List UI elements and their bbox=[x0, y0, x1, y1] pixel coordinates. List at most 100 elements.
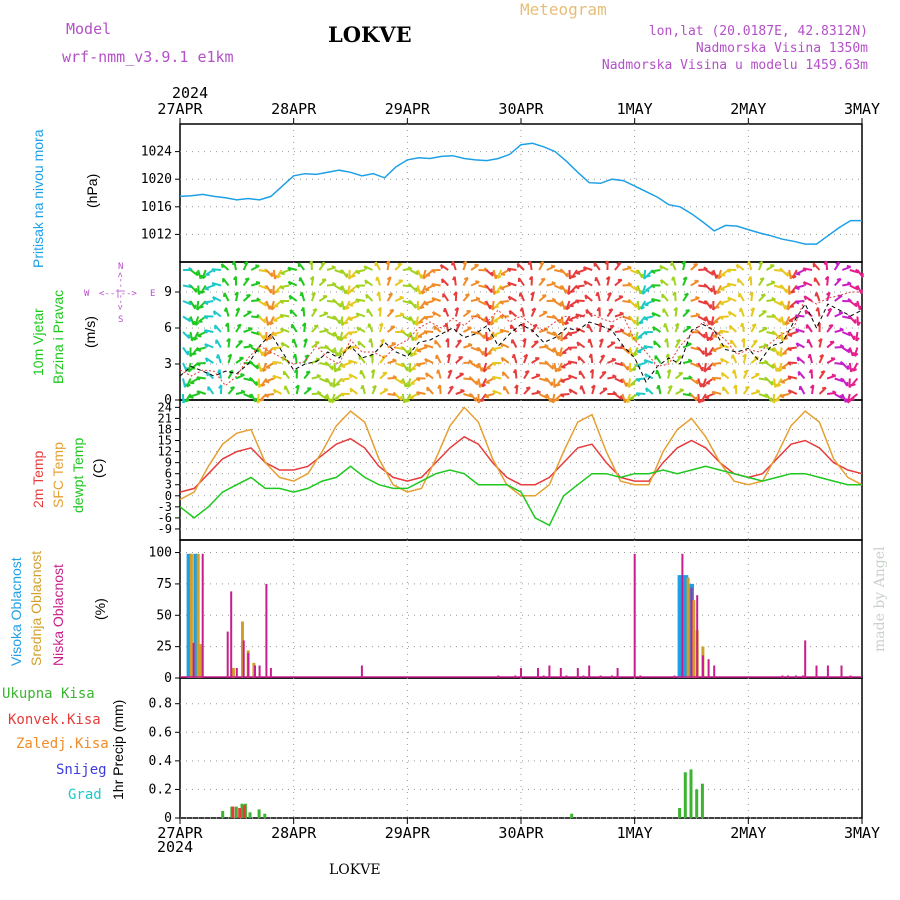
wind-arrow-head bbox=[324, 327, 329, 332]
wind-arrow-head bbox=[775, 367, 779, 372]
wind-arrow-head bbox=[280, 342, 285, 347]
wind-arrow-head bbox=[838, 311, 843, 314]
y-tick-label: 1012 bbox=[141, 227, 172, 242]
wind-arrow-head bbox=[557, 368, 562, 372]
y-tick-label: 0.2 bbox=[149, 782, 172, 797]
wind-arrow-head bbox=[243, 261, 249, 265]
wind-arrow-head bbox=[422, 275, 427, 280]
cloud-bar bbox=[588, 665, 591, 678]
wind-arrow-head bbox=[499, 329, 504, 334]
cloud-bar bbox=[690, 587, 693, 678]
wind-arrow-head bbox=[771, 364, 775, 369]
wind-arrow-head bbox=[821, 386, 827, 390]
wind-arrow-head bbox=[418, 321, 424, 324]
wind-arrow-head bbox=[338, 352, 343, 357]
wind-arrow-head bbox=[203, 315, 209, 320]
wind-arrow-head bbox=[445, 337, 450, 343]
y-tick-label: 3 bbox=[165, 478, 172, 492]
wind-arrow-head bbox=[272, 375, 277, 380]
wind-arrow-head bbox=[184, 383, 188, 388]
wind-arrow-head bbox=[528, 275, 533, 281]
wind-arrow-head bbox=[520, 322, 525, 327]
wind-arrow-head bbox=[634, 303, 638, 308]
wind-arrow-head bbox=[536, 389, 541, 394]
cloud-bar bbox=[633, 553, 636, 678]
wind-arrow-head bbox=[510, 339, 514, 344]
wind-arrow-head bbox=[283, 385, 287, 390]
wind-arrow-head bbox=[706, 336, 711, 342]
wind-arrow-head bbox=[787, 375, 792, 380]
wind-arrow-head bbox=[534, 340, 539, 343]
wind-arrow-head bbox=[524, 369, 530, 374]
wind-arrow-head bbox=[747, 276, 752, 281]
wind-arrow-head bbox=[347, 345, 353, 350]
compass-s: S bbox=[118, 315, 124, 325]
wind-arrow-head bbox=[409, 396, 414, 400]
wind-arrow-head bbox=[627, 383, 633, 389]
wind-arrow-head bbox=[360, 384, 364, 390]
y-tick-label: 0.4 bbox=[149, 754, 173, 769]
wind-arrow-head bbox=[265, 380, 270, 384]
wind-arrow-head bbox=[424, 302, 429, 306]
wind-arrow-head bbox=[624, 398, 628, 404]
wind-arrow-head bbox=[313, 324, 319, 328]
wind-arrow-head bbox=[608, 308, 613, 312]
wind-arrow-head bbox=[421, 290, 426, 295]
wind-arrow-head bbox=[574, 299, 580, 304]
wind-arrow-head bbox=[659, 265, 663, 270]
wind-arrow-head bbox=[794, 300, 800, 305]
wind-arrow-head bbox=[491, 362, 497, 367]
wind-arrow-head bbox=[710, 287, 714, 292]
wind-arrow-head bbox=[324, 394, 328, 400]
cloud-bar bbox=[713, 665, 716, 678]
wind-arrow-head bbox=[450, 261, 454, 266]
wind-arrow-head bbox=[339, 286, 344, 291]
wind-arrow-head bbox=[487, 320, 491, 326]
wind-arrow-head bbox=[468, 359, 473, 364]
wind-arrow-head bbox=[437, 384, 441, 389]
wind-arrow-head bbox=[220, 263, 224, 269]
wind-arrow-head bbox=[594, 277, 598, 282]
wind-arrow-head bbox=[345, 306, 350, 310]
wind-arrow-head bbox=[266, 351, 272, 355]
bottom-date-label: 29APR bbox=[385, 824, 431, 842]
wind-arrow-head bbox=[311, 291, 316, 296]
wind-arrow-head bbox=[703, 368, 708, 373]
cloud-bar bbox=[360, 665, 363, 678]
wind-arrow-head bbox=[583, 280, 587, 286]
wind-arrow-head bbox=[638, 305, 642, 311]
wind-arrow-head bbox=[786, 306, 791, 311]
wind-arrow-head bbox=[695, 379, 699, 385]
wind-arrow-head bbox=[643, 275, 648, 280]
wind-arrow-head bbox=[819, 353, 824, 358]
wind-arrow-head bbox=[435, 354, 438, 360]
wind-arrow-head bbox=[735, 264, 739, 269]
wind-arrow-head bbox=[351, 274, 356, 278]
wind-arrow-head bbox=[551, 281, 556, 285]
wind-arrow-head bbox=[787, 389, 792, 395]
wind-arrow-head bbox=[339, 337, 344, 342]
top-date-label: 2MAY bbox=[730, 100, 766, 118]
wind-arrow-head bbox=[600, 354, 605, 358]
wind-arrow-head bbox=[331, 265, 336, 269]
bottom-date-label: 30APR bbox=[498, 824, 544, 842]
wind-arrow-head bbox=[656, 384, 660, 390]
top-date-label: 1MAY bbox=[617, 100, 653, 118]
wind-arrow-head bbox=[407, 266, 413, 270]
wind-arrow-head bbox=[730, 354, 734, 359]
wind-arrow-head bbox=[367, 323, 371, 328]
wind-arrow-head bbox=[308, 260, 313, 265]
wind-arrow-head bbox=[463, 276, 469, 281]
wind-arrow-head bbox=[377, 306, 382, 312]
wind-arrow-head bbox=[415, 270, 420, 275]
wind-arrow-head bbox=[567, 346, 572, 351]
wind-arrow-head bbox=[851, 351, 855, 357]
wind-arrow-head bbox=[644, 373, 648, 378]
wind-arrow-head bbox=[770, 280, 776, 284]
wind-arrow-head bbox=[539, 261, 544, 265]
wind-arrow-head bbox=[423, 344, 428, 349]
wind-arrow-head bbox=[711, 377, 716, 382]
wind-arrow-head bbox=[855, 337, 860, 342]
cloud-bar bbox=[677, 575, 683, 678]
